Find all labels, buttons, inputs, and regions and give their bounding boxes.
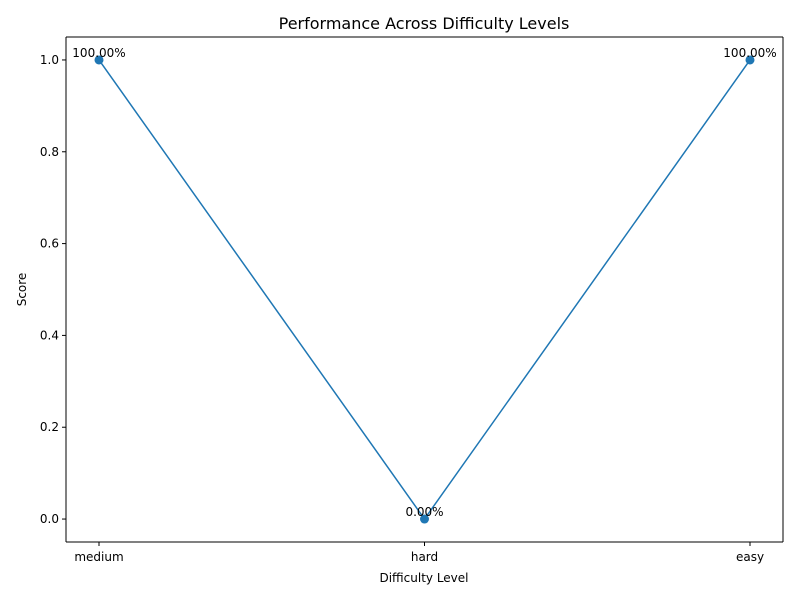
- data-label: 0.00%: [405, 505, 443, 519]
- y-tick-label: 1.0: [40, 53, 59, 67]
- data-point: [745, 55, 755, 65]
- plot-area: [66, 37, 783, 542]
- x-tick-label: easy: [736, 550, 764, 564]
- data-point: [420, 514, 429, 524]
- axes-spines: [65, 36, 784, 543]
- y-axis: 0.0 0.2 0.4 0.6 0.8 1.0: [40, 53, 66, 526]
- data-point: [94, 55, 104, 65]
- y-tick-label: 0.4: [40, 328, 59, 342]
- x-axis-label: Difficulty Level: [379, 571, 468, 585]
- x-axis: medium hard easy: [74, 542, 764, 564]
- series-layer: [94, 55, 755, 524]
- data-label: 100.00%: [72, 46, 125, 60]
- data-label: 100.00%: [723, 46, 776, 60]
- y-tick-label: 0.8: [40, 145, 59, 159]
- plot-background: [66, 37, 783, 542]
- x-tick-label: medium: [74, 550, 123, 564]
- y-tick-label: 0.6: [40, 237, 59, 251]
- y-tick-label: 0.2: [40, 420, 59, 434]
- y-axis-label: Score: [15, 273, 29, 307]
- data-label-layer: 100.00% 0.00% 100.00%: [72, 46, 776, 519]
- chart-title: Performance Across Difficulty Levels: [279, 14, 570, 33]
- x-tick-label: hard: [411, 550, 438, 564]
- y-tick-label: 0.0: [40, 512, 59, 526]
